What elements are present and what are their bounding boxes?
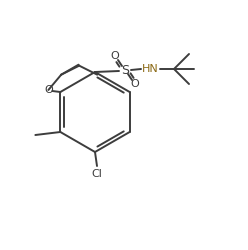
Text: Cl: Cl [92, 169, 102, 179]
Text: S: S [121, 64, 129, 76]
Text: O: O [111, 51, 119, 61]
Text: O: O [44, 85, 53, 95]
Text: HN: HN [142, 64, 158, 74]
Text: O: O [131, 79, 139, 89]
